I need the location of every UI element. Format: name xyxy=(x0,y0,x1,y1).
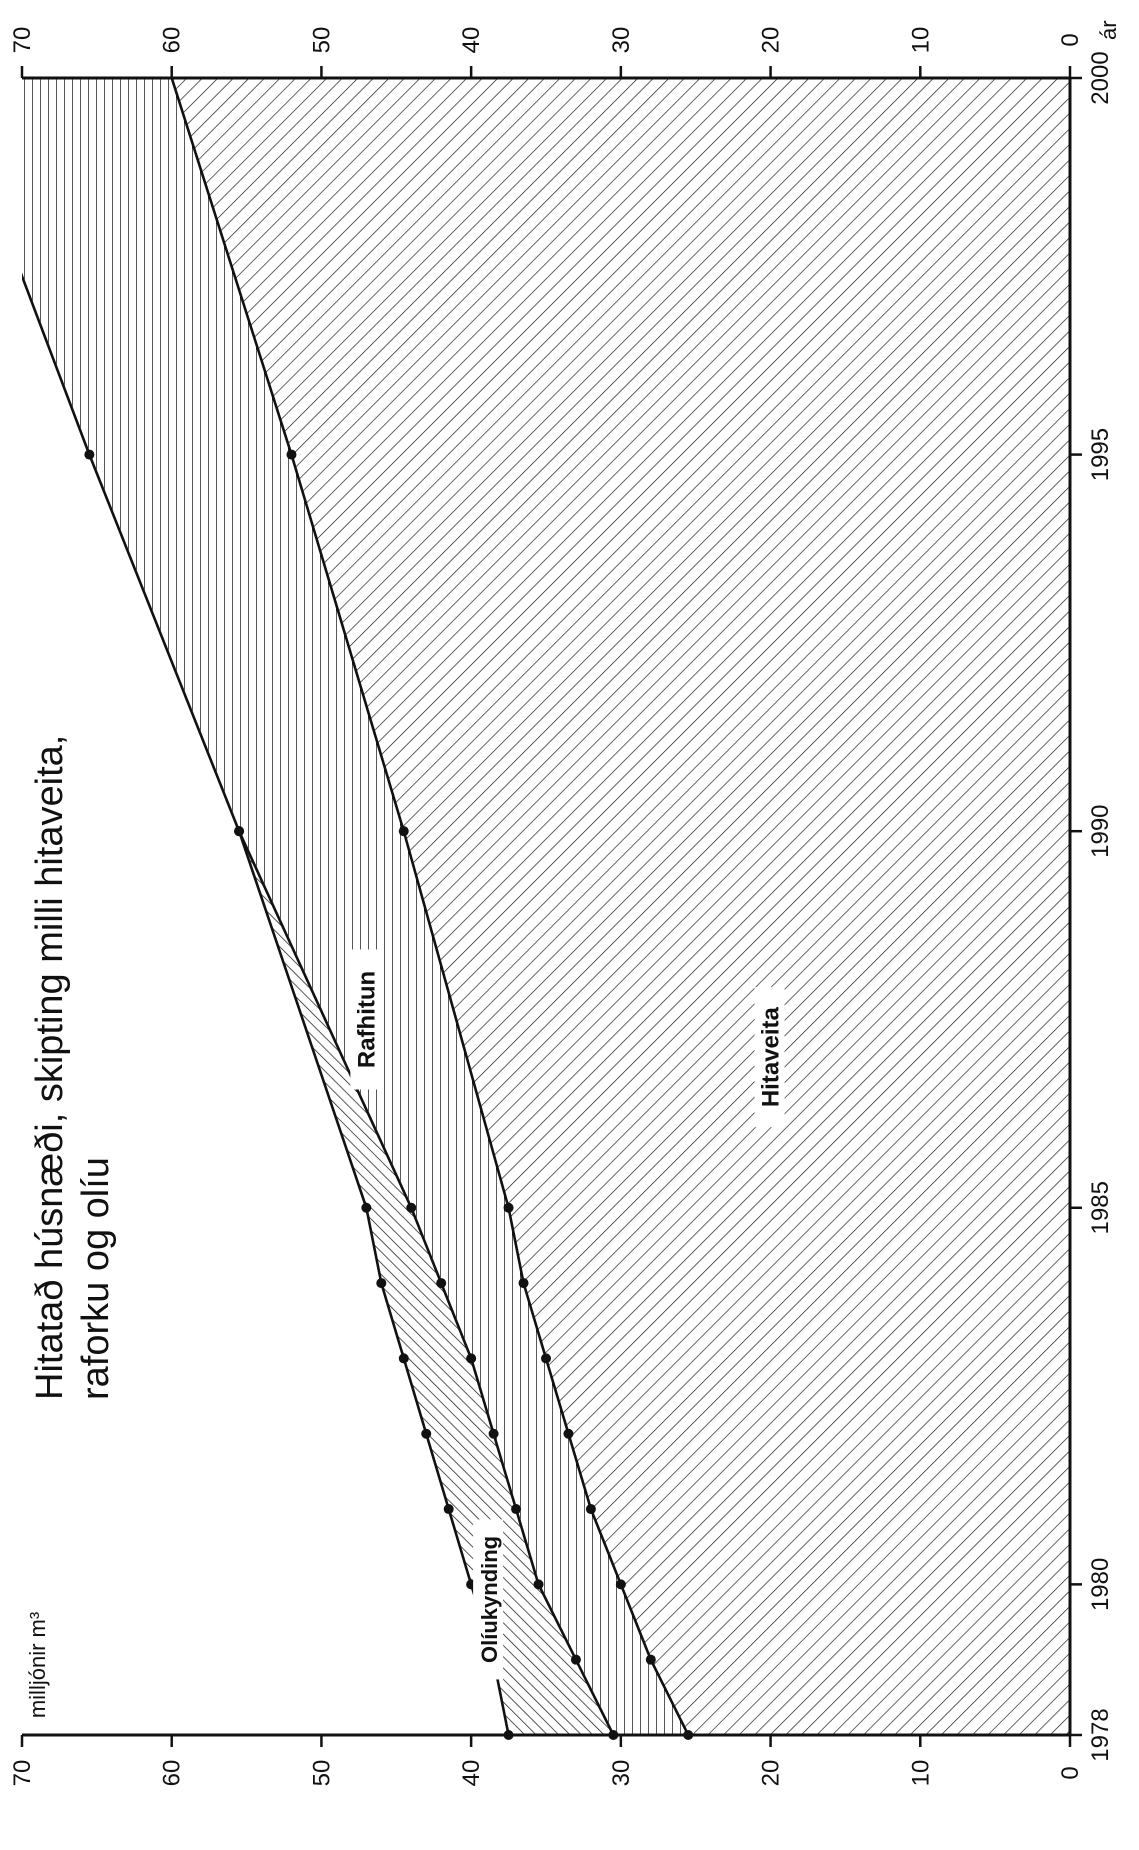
chart-title-line2: raforku og olíu xyxy=(75,1157,117,1400)
y-tick-label-top: 30 xyxy=(608,27,635,54)
data-point xyxy=(466,1353,477,1364)
data-point xyxy=(286,449,297,460)
y-tick-label-top: 60 xyxy=(159,27,186,54)
x-tick-label: 1980 xyxy=(1087,1558,1114,1611)
y-tick-label-top: 70 xyxy=(9,27,36,54)
series-label: Rafhitun xyxy=(353,971,380,1068)
y-tick-label-top: 40 xyxy=(458,27,485,54)
data-point xyxy=(376,1278,387,1289)
data-point xyxy=(84,449,95,460)
data-point xyxy=(518,1278,529,1289)
data-point xyxy=(398,826,409,837)
y-tick-label-bottom: 70 xyxy=(9,1760,36,1787)
areas-layer xyxy=(22,78,1070,1735)
y-tick-label-bottom: 40 xyxy=(458,1760,485,1787)
x-tick-label: 1985 xyxy=(1087,1181,1114,1234)
labels-layer: 1978 1980 1985 1990 1995 2000 ár 0 0 10 10 20 20 30 30… xyxy=(9,20,1121,1786)
data-point xyxy=(533,1579,544,1590)
y-tick-label-top: 50 xyxy=(308,27,335,54)
data-point xyxy=(563,1428,574,1439)
x-unit-label: ár xyxy=(1096,20,1121,40)
y-tick-label-bottom: 0 xyxy=(1057,1766,1084,1779)
y-tick-label-bottom: 30 xyxy=(608,1760,635,1787)
data-point xyxy=(503,1202,514,1213)
data-point xyxy=(645,1654,656,1665)
data-point xyxy=(436,1278,447,1289)
data-point xyxy=(615,1579,626,1590)
series-label-bg xyxy=(473,1519,504,1680)
y-tick-label-top: 10 xyxy=(907,27,934,54)
series-label-bg xyxy=(350,949,381,1090)
data-point xyxy=(511,1504,522,1515)
data-point xyxy=(421,1428,432,1439)
data-point xyxy=(488,1428,499,1439)
data-point xyxy=(541,1353,551,1364)
axes-layer xyxy=(20,66,1082,1747)
data-point xyxy=(443,1504,454,1515)
area-2 xyxy=(22,78,689,1735)
area-3 xyxy=(239,831,614,1735)
chart-title-line1: Hitatað húsnæði, skipting milli hitaveit… xyxy=(29,735,71,1400)
y-tick-label-bottom: 50 xyxy=(308,1760,335,1787)
y-tick-label-bottom: 20 xyxy=(758,1760,785,1787)
x-tick-label: 1978 xyxy=(1087,1708,1114,1761)
data-point xyxy=(406,1202,417,1213)
y-tick-label-top: 20 xyxy=(758,27,785,54)
x-tick-label: 1995 xyxy=(1087,428,1114,481)
data-point xyxy=(234,826,245,837)
y-axis-title: milljónir m³ xyxy=(25,1612,50,1718)
y-tick-label-bottom: 60 xyxy=(159,1760,186,1787)
y-tick-label-top: 0 xyxy=(1057,33,1084,46)
series-label: Olíukynding xyxy=(477,1536,502,1663)
series-label: Hitaveita xyxy=(758,1006,785,1107)
series-label-bg xyxy=(754,987,785,1128)
data-point xyxy=(361,1202,372,1213)
x-tick-label: 2000 xyxy=(1087,51,1114,104)
data-point xyxy=(585,1504,596,1515)
data-point xyxy=(570,1654,581,1665)
area-1 xyxy=(171,78,1070,1735)
y-tick-label-bottom: 10 xyxy=(907,1760,934,1787)
x-tick-label: 1990 xyxy=(1087,804,1114,857)
data-point xyxy=(398,1353,409,1364)
